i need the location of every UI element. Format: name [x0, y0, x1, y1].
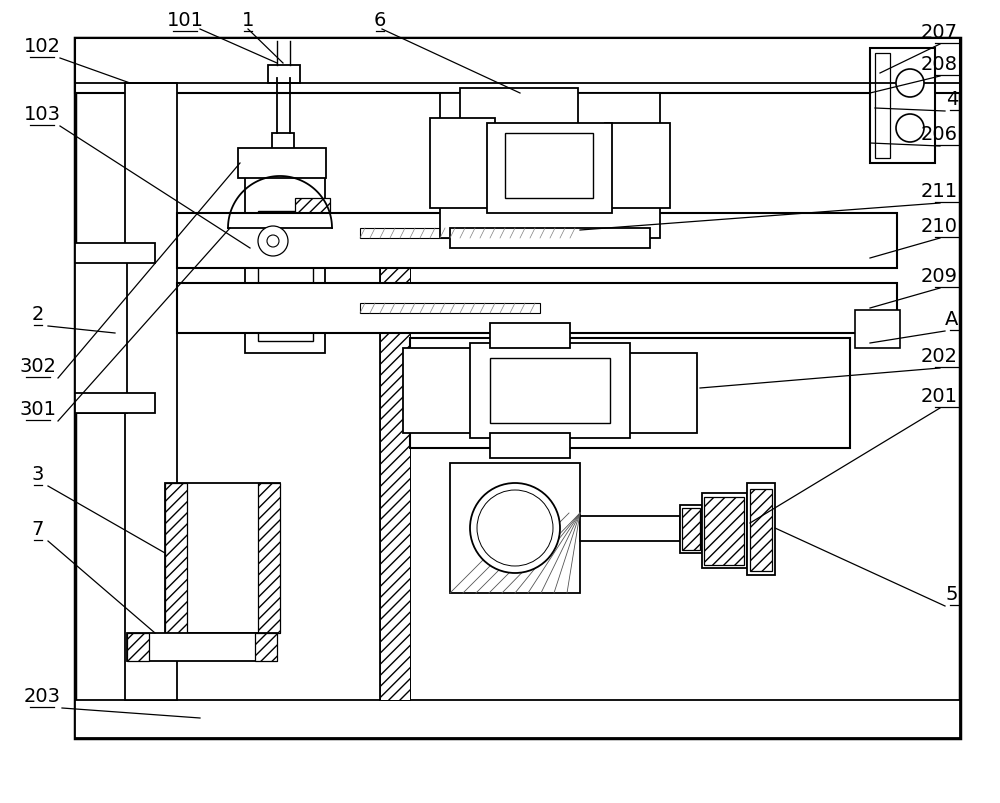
Bar	[165, 483, 280, 634]
Bar	[258, 212, 313, 341]
Bar	[268, 66, 300, 84]
Bar	[272, 134, 294, 173]
Bar	[75, 254, 127, 414]
Bar	[295, 199, 330, 259]
Bar	[380, 251, 410, 700]
Bar	[435, 124, 490, 204]
Bar	[75, 39, 960, 94]
Circle shape	[258, 226, 288, 257]
Text: 207: 207	[921, 23, 958, 42]
Text: 1: 1	[242, 11, 254, 30]
Bar	[258, 483, 280, 634]
Bar	[75, 39, 960, 738]
Text: 203: 203	[24, 686, 61, 705]
Bar	[125, 84, 177, 700]
Bar	[360, 229, 580, 238]
Bar	[127, 634, 149, 661]
Bar	[870, 49, 935, 164]
Bar	[165, 483, 187, 634]
Text: 208: 208	[921, 55, 958, 74]
Bar	[490, 359, 610, 423]
Text: 201: 201	[921, 386, 958, 406]
Text: 5: 5	[946, 585, 958, 603]
Circle shape	[477, 491, 553, 566]
Bar	[380, 251, 410, 700]
Bar	[75, 700, 960, 738]
Bar	[470, 344, 630, 438]
Bar	[605, 124, 670, 209]
Bar	[505, 134, 593, 199]
Text: 4: 4	[946, 90, 958, 109]
Text: 103: 103	[24, 105, 61, 124]
Bar	[460, 89, 578, 134]
Bar	[430, 119, 495, 209]
Bar	[177, 283, 897, 333]
Text: 211: 211	[921, 181, 958, 201]
Text: 209: 209	[921, 267, 958, 286]
Bar	[450, 463, 580, 593]
Text: 302: 302	[20, 357, 57, 376]
Bar	[450, 229, 650, 249]
Bar	[747, 483, 775, 575]
Bar	[255, 634, 277, 661]
Bar	[702, 493, 747, 569]
Text: 7: 7	[32, 520, 44, 538]
Text: 3: 3	[32, 464, 44, 483]
Bar	[627, 353, 697, 434]
Bar	[248, 229, 313, 259]
Bar	[490, 434, 570, 459]
Bar	[490, 324, 570, 349]
Bar	[440, 94, 660, 238]
Text: 101: 101	[167, 11, 204, 30]
Bar	[855, 311, 900, 349]
Text: 202: 202	[921, 347, 958, 365]
Circle shape	[896, 115, 924, 143]
Bar	[632, 359, 692, 429]
Text: A: A	[945, 310, 958, 328]
Text: 6: 6	[374, 11, 386, 30]
Text: 206: 206	[921, 124, 958, 144]
Circle shape	[896, 70, 924, 98]
Bar	[75, 393, 155, 414]
Bar	[408, 353, 468, 429]
Bar	[295, 237, 313, 249]
Circle shape	[267, 236, 279, 247]
Circle shape	[470, 483, 560, 573]
Text: 102: 102	[24, 37, 61, 56]
Bar	[238, 149, 326, 179]
Bar	[177, 214, 897, 269]
Bar	[704, 497, 744, 565]
Bar	[127, 634, 277, 661]
Bar	[682, 508, 700, 550]
Bar	[680, 505, 702, 553]
Text: 301: 301	[20, 400, 57, 418]
Bar	[875, 54, 890, 159]
Bar	[467, 94, 572, 128]
Bar	[245, 173, 325, 353]
Circle shape	[495, 508, 535, 548]
Bar	[410, 339, 850, 448]
Bar	[750, 489, 772, 571]
Bar	[360, 304, 540, 314]
Text: 210: 210	[921, 217, 958, 236]
Text: 2: 2	[32, 304, 44, 324]
Bar	[403, 349, 473, 434]
Bar	[75, 243, 155, 263]
Bar	[580, 516, 680, 541]
Bar	[487, 124, 612, 214]
Bar	[610, 128, 665, 204]
